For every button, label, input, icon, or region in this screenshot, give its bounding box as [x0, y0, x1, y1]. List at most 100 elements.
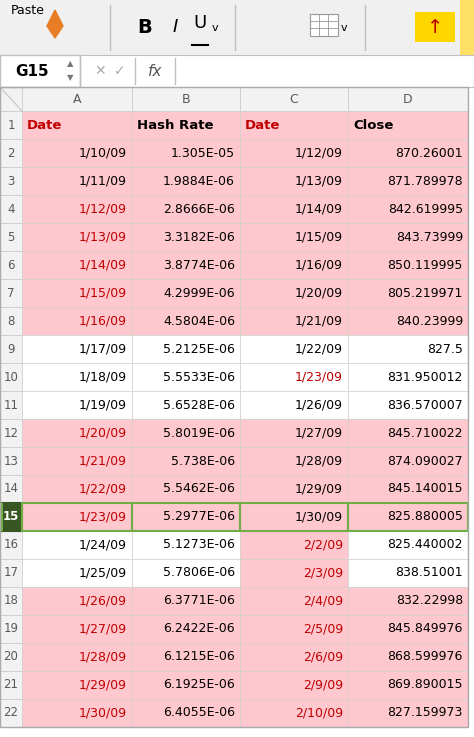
Text: 3: 3: [7, 175, 15, 187]
Text: 1/14/09: 1/14/09: [79, 259, 127, 271]
Text: 6.4055E-06: 6.4055E-06: [163, 707, 235, 719]
Text: 6.1925E-06: 6.1925E-06: [163, 679, 235, 691]
Text: 1/30/09: 1/30/09: [79, 707, 127, 719]
Bar: [240, 531, 348, 559]
Bar: [348, 279, 468, 307]
Bar: [22, 419, 132, 447]
Text: 4.5804E-06: 4.5804E-06: [163, 315, 235, 327]
Bar: [0, 55, 474, 87]
Text: ▲: ▲: [67, 60, 73, 69]
Text: 825.880005: 825.880005: [387, 511, 463, 523]
Bar: [240, 671, 348, 699]
Text: 870.26001: 870.26001: [395, 147, 463, 159]
Text: ✕: ✕: [94, 64, 106, 78]
Text: 1/29/09: 1/29/09: [295, 483, 343, 495]
Bar: [0, 391, 22, 419]
Text: B: B: [182, 93, 191, 105]
Bar: [22, 587, 132, 615]
Text: A: A: [73, 93, 81, 105]
Bar: [0, 559, 22, 587]
Bar: [22, 699, 132, 727]
Text: 845.710022: 845.710022: [388, 427, 463, 439]
Bar: [22, 251, 132, 279]
Text: 1/21/09: 1/21/09: [79, 455, 127, 467]
Bar: [348, 87, 468, 111]
Text: 845.849976: 845.849976: [388, 623, 463, 635]
Text: 1/13/09: 1/13/09: [295, 175, 343, 187]
Text: 2/3/09: 2/3/09: [303, 567, 343, 579]
Text: 17: 17: [3, 567, 18, 579]
Text: 850.119995: 850.119995: [388, 259, 463, 271]
Bar: [132, 391, 240, 419]
Bar: [0, 111, 22, 139]
Bar: [240, 475, 348, 503]
Bar: [0, 671, 22, 699]
Bar: [0, 503, 22, 531]
Bar: [348, 363, 468, 391]
Text: 11: 11: [3, 399, 18, 411]
Text: 6.2422E-06: 6.2422E-06: [164, 623, 235, 635]
Bar: [132, 363, 240, 391]
Text: 15: 15: [3, 511, 19, 523]
Bar: [22, 307, 132, 335]
Bar: [348, 615, 468, 643]
Bar: [0, 587, 22, 615]
Text: 869.890015: 869.890015: [388, 679, 463, 691]
Text: 1/22/09: 1/22/09: [79, 483, 127, 495]
Bar: [240, 307, 348, 335]
Text: Date: Date: [27, 119, 63, 131]
Text: 3.3182E-06: 3.3182E-06: [163, 231, 235, 243]
Text: 5.5533E-06: 5.5533E-06: [163, 371, 235, 383]
Text: 19: 19: [3, 623, 18, 635]
Text: 1/16/09: 1/16/09: [79, 315, 127, 327]
Text: 842.619995: 842.619995: [388, 203, 463, 215]
Bar: [132, 139, 240, 167]
Bar: [310, 14, 338, 36]
Bar: [240, 279, 348, 307]
Text: 2/10/09: 2/10/09: [295, 707, 343, 719]
Text: 3.8774E-06: 3.8774E-06: [163, 259, 235, 271]
Text: Close: Close: [353, 119, 393, 131]
Text: 7: 7: [7, 287, 15, 299]
Bar: [132, 111, 240, 139]
Bar: [348, 699, 468, 727]
Bar: [348, 587, 468, 615]
Text: 5.738E-06: 5.738E-06: [171, 455, 235, 467]
Bar: [22, 391, 132, 419]
Text: 868.599976: 868.599976: [388, 651, 463, 663]
Bar: [132, 503, 240, 531]
Bar: [132, 87, 240, 111]
Bar: [132, 475, 240, 503]
Bar: [348, 195, 468, 223]
Bar: [348, 531, 468, 559]
Bar: [240, 643, 348, 671]
Text: 836.570007: 836.570007: [387, 399, 463, 411]
Text: 1/17/09: 1/17/09: [79, 343, 127, 355]
Text: 2/5/09: 2/5/09: [303, 623, 343, 635]
Bar: [22, 503, 132, 531]
Text: 1/19/09: 1/19/09: [79, 399, 127, 411]
Bar: [22, 615, 132, 643]
Bar: [0, 475, 22, 503]
Bar: [0, 363, 22, 391]
Bar: [22, 643, 132, 671]
Text: 1.9884E-06: 1.9884E-06: [163, 175, 235, 187]
Text: 838.51001: 838.51001: [395, 567, 463, 579]
Text: 2: 2: [7, 147, 15, 159]
Text: Hash Rate: Hash Rate: [137, 119, 213, 131]
Bar: [0, 699, 22, 727]
Text: 1/27/09: 1/27/09: [295, 427, 343, 439]
Bar: [0, 279, 22, 307]
Text: 6.3771E-06: 6.3771E-06: [163, 595, 235, 607]
Bar: [22, 195, 132, 223]
Text: 5.6528E-06: 5.6528E-06: [163, 399, 235, 411]
Bar: [240, 167, 348, 195]
Bar: [240, 391, 348, 419]
Text: 20: 20: [4, 651, 18, 663]
Bar: [240, 503, 348, 531]
Text: I: I: [173, 18, 178, 36]
Text: 827.159973: 827.159973: [388, 707, 463, 719]
Bar: [348, 167, 468, 195]
Text: 1/11/09: 1/11/09: [79, 175, 127, 187]
Text: B: B: [137, 18, 152, 37]
